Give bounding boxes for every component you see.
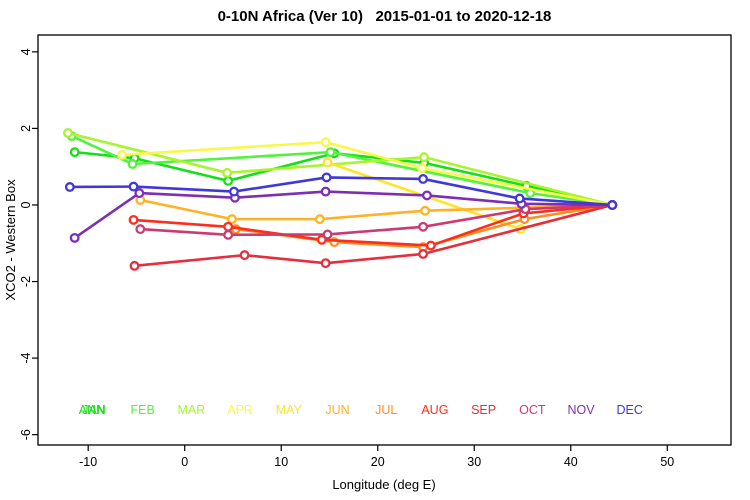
legend-label-SEP: SEP <box>471 403 496 417</box>
y-tick-label: -2 <box>19 276 33 287</box>
data-point-OCT <box>418 221 429 232</box>
data-point-JUN <box>420 205 430 216</box>
data-point-OCT <box>223 229 234 240</box>
x-tick-label: 50 <box>660 455 674 469</box>
data-point-JAN <box>69 147 80 158</box>
data-point-OCT <box>322 229 333 240</box>
data-point-DEC <box>64 182 75 192</box>
data-point-MAR <box>419 152 430 163</box>
legend-label-FEB: FEB <box>131 403 155 417</box>
data-point-APR <box>417 163 428 174</box>
x-tick-label: 30 <box>467 455 481 469</box>
data-point-SEP <box>239 250 250 261</box>
legend-label-MAR: MAR <box>178 403 206 417</box>
data-point-MAR <box>222 167 233 178</box>
data-point-SEP <box>320 258 331 269</box>
y-tick-label: 4 <box>19 48 33 55</box>
data-point-JUN <box>227 214 237 225</box>
legend-label-JAN: JAN <box>82 403 106 417</box>
y-axis-label: XCO2 - Western Box <box>3 179 18 301</box>
legend-label-JUN: JUN <box>325 403 349 417</box>
data-point-DEC <box>514 193 525 204</box>
data-point-DEC <box>228 186 239 197</box>
series-line-APR <box>120 140 614 207</box>
y-tick-label: -6 <box>19 429 33 440</box>
data-point-NOV <box>134 188 145 199</box>
data-point-AUG <box>223 221 234 232</box>
x-tick-label: 20 <box>371 455 385 469</box>
y-tick-label: -4 <box>19 352 33 363</box>
legend-label-AUG: AUG <box>421 403 448 417</box>
data-point-FEB <box>127 159 138 169</box>
data-point-DEC <box>321 172 332 183</box>
y-tick-label: 2 <box>19 125 33 132</box>
data-point-NOV <box>422 190 432 201</box>
data-point-AUG <box>128 214 139 225</box>
data-point-FEB <box>325 147 336 158</box>
data-point-DEC <box>418 173 429 184</box>
data-point-OCT <box>135 224 146 235</box>
legend-label-ANN: ANN <box>79 403 105 417</box>
data-point-SEP <box>418 249 429 259</box>
data-point-APR <box>117 149 127 160</box>
data-point-AUG <box>316 234 327 245</box>
data-point-AUG <box>425 240 436 251</box>
data-point-NOV <box>69 232 80 243</box>
legend-label-DEC: DEC <box>616 403 642 417</box>
chart-title: 0-10N Africa (Ver 10) 2015-01-01 to 2020… <box>217 8 552 25</box>
data-point-MAR <box>62 128 73 138</box>
x-tick-label: -10 <box>79 455 97 469</box>
x-tick-label: 40 <box>564 455 578 469</box>
y-tick-label: 0 <box>19 201 33 208</box>
legend-label-OCT: OCT <box>519 403 546 417</box>
data-point-NOV <box>320 186 331 197</box>
x-tick-label: 0 <box>181 455 188 469</box>
data-point-JAN <box>223 175 234 186</box>
data-point-APR <box>320 137 331 148</box>
plot-box <box>37 34 732 446</box>
legend-label-APR: APR <box>227 403 253 417</box>
data-point-DEC <box>128 181 139 192</box>
series-line-OCT <box>139 203 614 237</box>
data-point-SEP <box>129 260 140 271</box>
legend-label-JUL: JUL <box>375 403 397 417</box>
x-tick-label: 10 <box>274 455 288 469</box>
data-point-JUN <box>314 214 325 225</box>
legend-label-NOV: NOV <box>567 403 595 417</box>
data-point-MAY <box>322 157 333 168</box>
legend-label-MAY: MAY <box>276 403 303 417</box>
x-axis-label: Longitude (deg E) <box>332 477 435 492</box>
data-point-DEC <box>607 200 618 210</box>
series-line-AUG <box>132 203 614 247</box>
